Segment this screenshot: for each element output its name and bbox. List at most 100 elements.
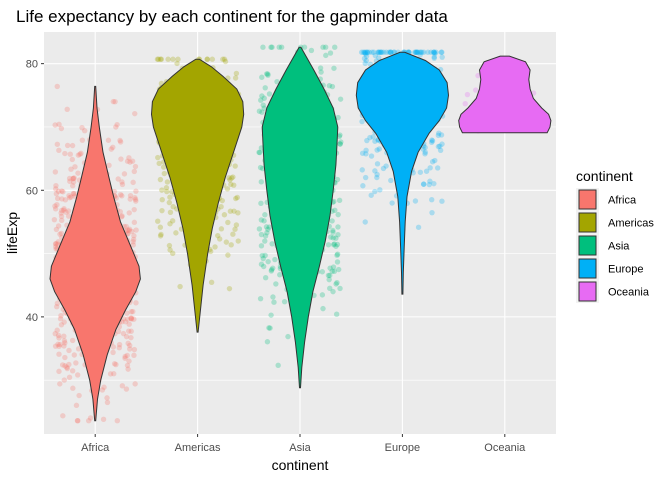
data-point — [54, 83, 60, 90]
data-point — [75, 346, 82, 352]
data-point — [170, 250, 176, 256]
data-point — [360, 49, 367, 55]
data-point — [52, 122, 58, 128]
chart-title: Life expectancy by each continent for th… — [16, 7, 448, 26]
data-point — [74, 372, 81, 378]
legend-label-asia: Asia — [608, 241, 630, 253]
data-point — [423, 168, 430, 174]
data-point — [331, 65, 337, 71]
data-point — [55, 332, 62, 339]
data-point — [167, 247, 173, 253]
data-point — [56, 121, 62, 128]
y-tick-label: 60 — [26, 185, 38, 197]
data-point — [113, 124, 119, 130]
data-point — [265, 72, 271, 78]
data-point — [164, 188, 170, 195]
data-point — [330, 227, 336, 234]
legend-label-europe: Europe — [608, 264, 643, 276]
data-point — [77, 151, 83, 157]
data-point — [68, 194, 74, 200]
data-point — [431, 180, 437, 187]
data-point — [266, 224, 272, 230]
data-point — [129, 228, 135, 235]
data-point — [257, 164, 264, 171]
data-point — [335, 211, 341, 218]
data-point — [228, 175, 235, 181]
data-point — [87, 415, 94, 421]
data-point — [57, 315, 64, 322]
data-point — [128, 308, 135, 315]
data-point — [369, 49, 375, 55]
data-point — [439, 49, 445, 55]
data-point — [166, 242, 173, 249]
data-point — [388, 49, 394, 55]
data-point — [120, 330, 127, 337]
data-point — [226, 175, 232, 181]
data-point — [377, 49, 384, 55]
data-point — [54, 300, 61, 306]
data-point — [127, 192, 134, 199]
data-point — [429, 196, 435, 203]
data-point — [431, 54, 437, 60]
data-point — [422, 151, 428, 157]
data-point — [427, 165, 433, 171]
data-point — [222, 58, 229, 65]
data-point — [123, 223, 129, 230]
legend-key-oceania — [578, 281, 597, 302]
data-point — [58, 213, 65, 220]
data-point — [57, 231, 63, 237]
data-point — [54, 141, 61, 147]
data-point — [437, 143, 443, 149]
data-point — [417, 169, 424, 175]
data-point — [122, 355, 128, 361]
data-point — [271, 299, 277, 305]
data-point — [66, 192, 72, 199]
data-point — [224, 186, 231, 192]
data-point — [325, 272, 332, 279]
data-point — [125, 231, 131, 237]
data-point — [362, 174, 369, 181]
data-point — [75, 170, 81, 176]
data-point — [54, 304, 60, 310]
data-point — [155, 218, 161, 224]
data-point — [337, 285, 343, 292]
data-point — [362, 51, 369, 57]
data-point — [266, 91, 273, 97]
data-point — [374, 161, 381, 167]
data-point — [268, 266, 275, 273]
data-point — [216, 236, 223, 242]
data-point — [413, 49, 419, 55]
data-point — [387, 49, 394, 55]
data-point — [126, 155, 132, 161]
data-point — [73, 402, 80, 409]
data-point — [129, 158, 136, 164]
data-point — [380, 49, 387, 55]
data-point — [439, 141, 445, 147]
data-point — [422, 149, 429, 155]
violins — [49, 46, 552, 422]
data-point — [372, 52, 379, 59]
data-point — [326, 276, 332, 283]
data-point — [428, 49, 434, 55]
data-point — [110, 144, 116, 151]
data-point — [126, 210, 132, 216]
data-point — [361, 49, 368, 55]
data-point — [262, 85, 268, 91]
data-point — [359, 118, 365, 125]
data-point — [221, 212, 228, 218]
violin-africa — [49, 85, 141, 422]
data-point — [233, 222, 240, 228]
data-point — [383, 163, 389, 169]
data-point — [259, 109, 265, 115]
legend-key-africa — [578, 189, 597, 210]
data-point — [364, 137, 370, 144]
y-tick-label: 40 — [26, 312, 38, 324]
data-point — [259, 252, 265, 259]
data-point — [79, 124, 85, 131]
data-point — [412, 49, 418, 55]
data-point — [220, 56, 226, 62]
legend-label-africa: Africa — [608, 195, 637, 207]
data-point — [110, 349, 116, 356]
data-point — [106, 162, 112, 169]
data-point — [66, 194, 73, 201]
